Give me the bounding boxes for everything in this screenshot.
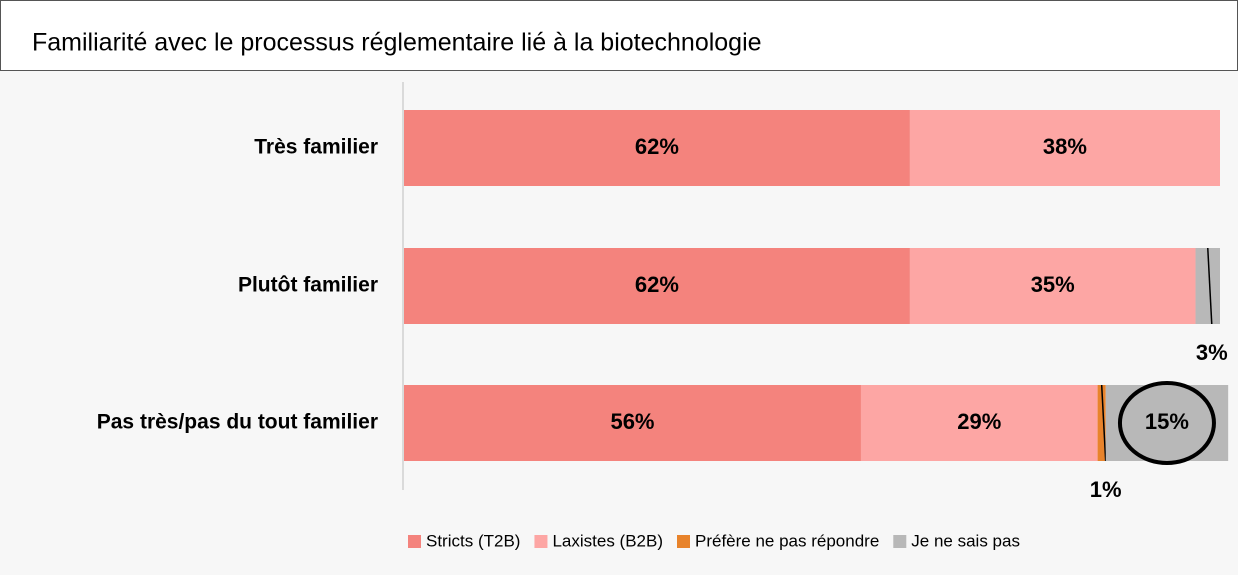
bar-segment <box>404 248 910 324</box>
bar-segment <box>909 110 1220 186</box>
leader-line <box>1207 247 1213 325</box>
legend-swatch <box>534 535 548 548</box>
value-label: 56% <box>610 409 654 434</box>
value-label: 15% <box>1145 409 1189 434</box>
bar-segment <box>860 385 1098 461</box>
value-label: 38% <box>1043 134 1087 159</box>
bar-segment <box>404 110 910 186</box>
leader-line <box>1100 384 1107 462</box>
value-label: 62% <box>635 272 679 297</box>
value-label: 1% <box>1090 477 1122 502</box>
value-label: 35% <box>1031 272 1075 297</box>
legend-swatch <box>677 535 690 548</box>
bar-segment <box>909 248 1196 324</box>
title-box <box>0 0 1238 71</box>
bar-segment <box>1097 385 1106 461</box>
highlight-circle <box>1117 381 1216 465</box>
legend-label: Laxistes (B2B) <box>552 531 663 550</box>
bar-segment <box>1105 385 1229 461</box>
legend-label: Préfère ne pas répondre <box>695 531 879 550</box>
value-label: 62% <box>635 134 679 159</box>
legend-label: Je ne sais pas <box>911 531 1020 550</box>
value-label: 29% <box>957 409 1001 434</box>
chart-title: Familiarité avec le processus réglementa… <box>32 29 762 57</box>
category-label: Pas très/pas du tout familier <box>97 411 378 434</box>
legend-label: Stricts (T2B) <box>426 531 520 550</box>
value-label: 3% <box>1196 340 1228 365</box>
legend-swatch <box>893 535 907 548</box>
category-label: Très familier <box>254 136 378 159</box>
category-label: Plutôt familier <box>238 274 378 297</box>
bar-segment <box>404 385 861 461</box>
legend-swatch <box>408 535 421 548</box>
